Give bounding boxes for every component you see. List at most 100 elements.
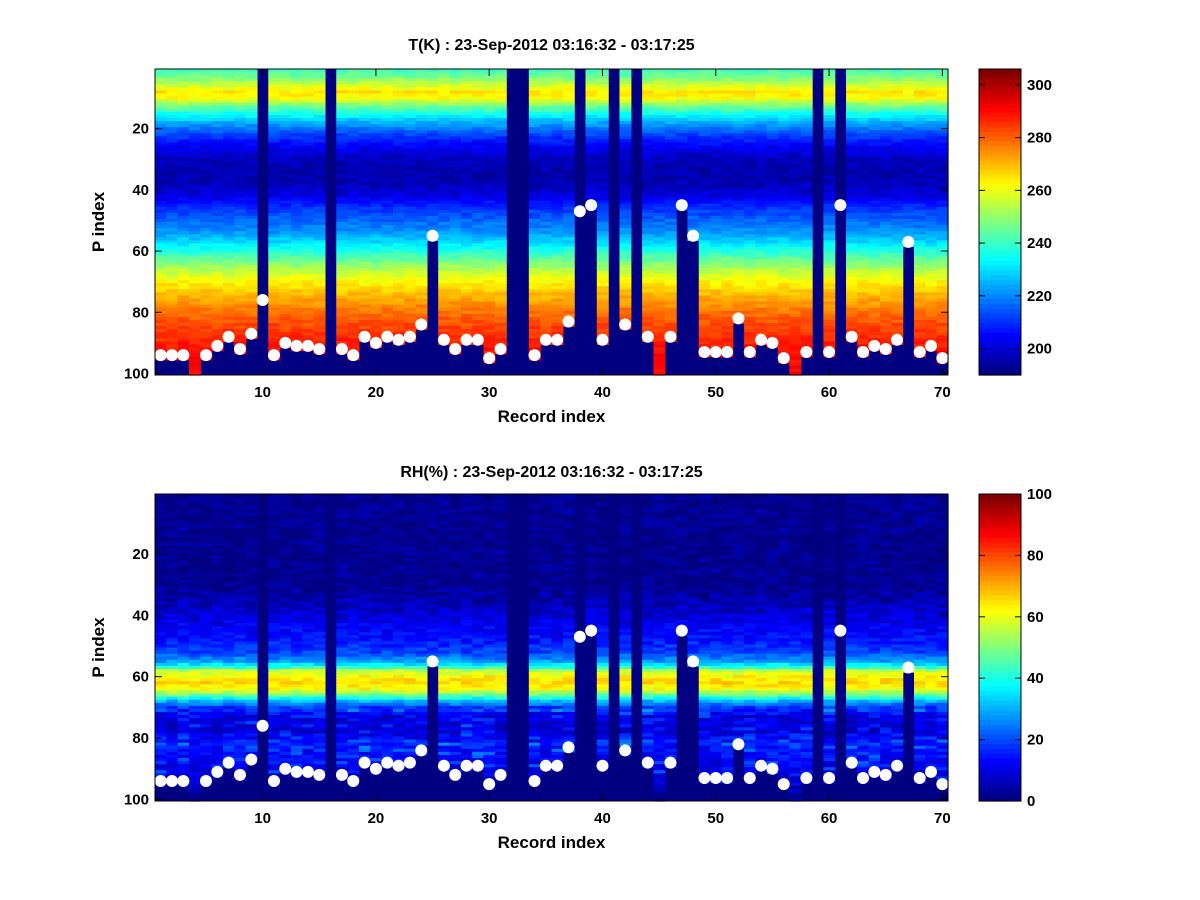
temp-heatmap-cell xyxy=(494,130,507,134)
temp-heatmap-cell xyxy=(177,176,190,180)
temp-heatmap-cell xyxy=(313,225,326,229)
temp-heatmap-cell xyxy=(562,163,575,168)
temp-heatmap-cell xyxy=(188,203,201,208)
temp-heatmap-cell xyxy=(279,136,292,140)
temp-heatmap-cell xyxy=(188,142,201,147)
temp-heatmap-cell xyxy=(279,188,292,192)
temp-heatmap-cell xyxy=(540,295,553,300)
temp-heatmap-cell xyxy=(562,252,575,257)
temp-heatmap-cell xyxy=(551,274,564,278)
temp-heatmap-cell xyxy=(460,246,473,251)
temp-heatmap-cell xyxy=(370,90,383,95)
temp-heatmap-cell xyxy=(166,96,179,101)
temp-heatmap-cell xyxy=(438,246,451,251)
temp-heatmap-cell xyxy=(664,237,677,241)
temp-heatmap-cell xyxy=(596,99,609,104)
temp-heatmap-cell xyxy=(222,267,235,272)
temp-heatmap-cell xyxy=(460,154,473,159)
temp-heatmap-cell xyxy=(392,130,405,134)
temp-heatmap-cell xyxy=(347,277,360,281)
temp-heatmap-cell xyxy=(540,234,553,238)
temp-heatmap-cell xyxy=(234,117,247,122)
temp-heatmap-cell xyxy=(279,206,292,211)
temp-heatmap-cell xyxy=(234,298,247,303)
temp-heatmap-cell xyxy=(222,286,235,290)
temp-heatmap-cell xyxy=(313,148,326,153)
temp-heatmap-cell xyxy=(653,160,666,165)
temp-heatmap-cell xyxy=(528,326,541,330)
temp-heatmap-cell xyxy=(415,176,428,180)
temp-heatmap-cell xyxy=(653,280,666,284)
temp-heatmap-column xyxy=(415,69,428,330)
temp-heatmap-cell xyxy=(392,292,405,297)
temp-heatmap-cell xyxy=(460,145,473,150)
temp-heatmap-cell xyxy=(415,151,428,156)
temp-heatmap-cell xyxy=(528,173,541,177)
temp-heatmap-cell xyxy=(540,166,553,171)
temp-heatmap-cell xyxy=(381,322,394,327)
temp-heatmap-cell xyxy=(211,298,224,303)
temp-heatmap-cell xyxy=(528,145,541,150)
temp-heatmap-cell xyxy=(596,304,609,309)
temp-heatmap-cell xyxy=(551,298,564,303)
temp-heatmap-cell xyxy=(188,332,201,336)
temp-heatmap-cell xyxy=(302,292,315,297)
temp-heatmap-cell xyxy=(370,157,383,162)
temp-heatmap-cell xyxy=(279,218,292,223)
temp-heatmap-cell xyxy=(472,169,485,174)
temp-heatmap-cell xyxy=(290,185,303,189)
temp-heatmap-cell xyxy=(336,188,349,192)
temp-heatmap-cell xyxy=(245,145,258,150)
temp-heatmap-cell xyxy=(313,234,326,238)
temp-heatmap-cell xyxy=(494,169,507,174)
temp-heatmap-cell xyxy=(279,277,292,281)
temp-heatmap-cell xyxy=(449,111,462,116)
temp-heatmap-cell xyxy=(234,261,247,266)
temp-heatmap-cell xyxy=(211,203,224,208)
temp-heatmap-cell xyxy=(222,169,235,174)
temp-heatmap-cell xyxy=(166,81,179,85)
temp-heatmap-cell xyxy=(336,277,349,281)
temp-heatmap-cell xyxy=(551,197,564,202)
temp-heatmap-cell xyxy=(381,255,394,260)
temp-heatmap-cell xyxy=(438,75,451,79)
temp-heatmap-cell xyxy=(211,264,224,269)
temp-heatmap-cell xyxy=(619,243,632,248)
temp-heatmap-cell xyxy=(449,197,462,202)
temp-heatmap-cell xyxy=(619,228,632,232)
temp-heatmap-cell xyxy=(155,185,167,189)
temp-heatmap-cell xyxy=(653,206,666,211)
temp-heatmap-cell xyxy=(211,313,224,318)
temp-heatmap-cell xyxy=(188,267,201,272)
temp-heatmap-cell xyxy=(245,231,258,235)
temp-heatmap-cell xyxy=(177,188,190,192)
temp-heatmap-cell xyxy=(336,90,349,95)
temp-heatmap-cell xyxy=(653,264,666,269)
temp-heatmap-cell xyxy=(551,307,564,312)
temp-heatmap-cell xyxy=(370,136,383,140)
temp-heatmap-cell xyxy=(336,280,349,284)
temp-heatmap-cell xyxy=(245,215,258,220)
temp-heatmap-cell xyxy=(200,246,213,251)
temp-heatmap-cell xyxy=(415,298,428,303)
temp-heatmap-cell xyxy=(415,200,428,205)
temp-heatmap-cell xyxy=(155,270,167,275)
temp-heatmap-cell xyxy=(483,124,496,128)
temp-heatmap-cell xyxy=(472,283,485,287)
temp-heatmap-cell xyxy=(313,99,326,104)
temp-heatmap-cell xyxy=(483,194,496,199)
temp-heatmap-cell xyxy=(426,108,439,113)
temp-heatmap-cell xyxy=(279,99,292,104)
temp-heatmap-cell xyxy=(404,319,417,324)
temp-heatmap-cell xyxy=(370,304,383,309)
temp-heatmap-cell xyxy=(200,188,213,192)
temp-heatmap-cell xyxy=(596,139,609,144)
temp-heatmap-cell xyxy=(200,280,213,284)
temp-heatmap-cell xyxy=(438,136,451,140)
temp-heatmap-cell xyxy=(381,130,394,134)
temp-heatmap-cell xyxy=(211,163,224,168)
temp-heatmap-cell xyxy=(404,111,417,116)
temp-heatmap-cell xyxy=(551,133,564,137)
temp-heatmap-cell xyxy=(642,289,655,293)
temp-heatmap-cell xyxy=(596,215,609,220)
